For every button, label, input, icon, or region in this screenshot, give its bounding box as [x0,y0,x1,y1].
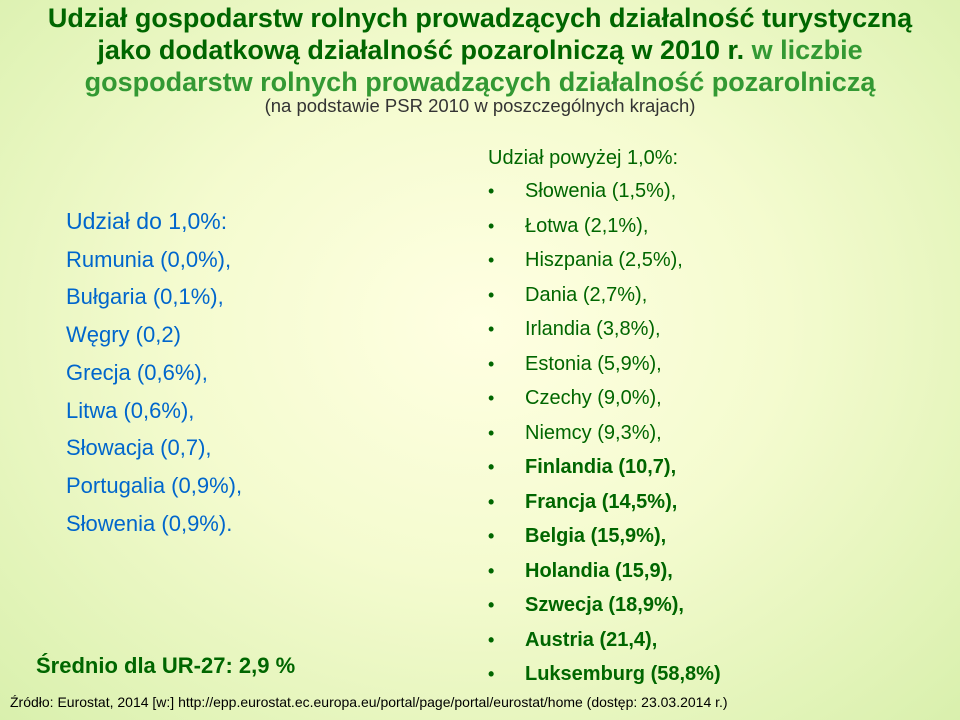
list-item: • Słowenia (1,5%), [488,174,721,209]
list-item: Węgry (0,2) [66,322,181,348]
list-item-label: Francja (14,5%), [525,490,678,513]
bullet-icon: • [488,388,495,408]
list-item-label: Niemcy (9,3%), [525,421,662,444]
source-note: Źródło: Eurostat, 2014 [w:] http://epp.e… [10,694,728,710]
bullet-icon: • [488,181,495,201]
bullet-icon: • [488,319,495,339]
list-item-label: Szwecja (18,9%), [525,594,684,616]
list-item: Słowenia (0,9%). [66,510,233,536]
list-item-label: Łotwa (2,1%), [525,214,649,237]
list-item: Rumunia (0,0%), [66,246,232,272]
list-item: • Irlandia (3,8%), [488,312,721,347]
list-item: • Szwecja (18,9%), [488,588,721,623]
list-item: Portugalia (0,9%), [66,472,243,498]
list-item: • Czechy (9,0%), [488,381,721,416]
bullet-icon: • [488,422,495,443]
list-item: • Łotwa (2,1%), [488,209,721,244]
list-item-label: Słowenia (1,5%), [525,180,677,202]
title-continuation: w liczbie gospodarstw rolnych prowadzący… [84,35,876,97]
list-item: Grecja (0,6%), [66,359,208,385]
slide-subtitle: (na podstawie PSR 2010 w poszczególnych … [264,95,696,116]
left-column: Udział do 1,0%: Rumunia (0,0%), Bułgaria… [66,203,242,542]
list-item-label: Czechy (9,0%), [525,387,662,409]
list-item-label: Finlandia (10,7), [525,456,677,478]
bullet-icon: • [488,664,495,684]
bullet-icon: • [488,353,495,374]
bullet-icon: • [488,457,495,477]
list-item: • Dania (2,7%), [488,278,721,313]
bullet-icon: • [488,629,495,650]
list-item: • Hiszpania (2,5%), [488,243,721,278]
right-heading: Udział powyżej 1,0%: [488,147,679,169]
list-item: Słowacja (0,7), [66,435,212,461]
list-item-label: Estonia (5,9%), [525,352,662,375]
bullet-icon: • [488,491,495,512]
list-item-label: Hiszpania (2,5%), [525,249,683,271]
list-item: Litwa (0,6%), [66,397,195,423]
bullet-icon: • [488,215,495,236]
list-item-label: Austria (21,4), [525,628,658,651]
list-item: Bułgaria (0,1%), [66,284,224,310]
list-item-label: Belgia (15,9%), [525,525,667,547]
bullet-icon: • [488,595,495,615]
list-item: • Austria (21,4), [488,623,721,658]
title-main: Udział gospodarstw rolnych prowadzących … [47,3,913,65]
high-share-list: • Słowenia (1,5%), • Łotwa (2,1%), • Hiszpa… [488,174,721,692]
list-item: • Luksemburg (58,8%) [488,657,721,692]
bullet-icon: • [488,250,495,270]
list-item: • Estonia (5,9%), [488,347,721,382]
list-item-label: Dania (2,7%), [525,283,648,306]
list-item: • Holandia (15,9), [488,554,721,589]
right-column: Udział powyżej 1,0%: • Słowenia (1,5%), •… [488,142,721,692]
left-heading: Udział do 1,0%: [66,208,228,234]
list-item-label: Holandia (15,9), [525,559,673,582]
bullet-icon: • [488,284,495,305]
list-item: • Belgia (15,9%), [488,519,721,554]
list-item-label: Irlandia (3,8%), [525,318,661,340]
bullet-icon: • [488,526,495,546]
slide-title: Udział gospodarstw rolnych prowadzących … [20,2,940,98]
bullet-icon: • [488,560,495,581]
list-item: • Francja (14,5%), [488,485,721,520]
list-item: • Finlandia (10,7), [488,450,721,485]
list-item-label: Luksemburg (58,8%) [525,663,721,685]
low-share-list: Rumunia (0,0%), Bułgaria (0,1%), Węgry (… [66,241,242,543]
eu-average: Średnio dla UR-27: 2,9 % [36,653,296,678]
list-item: • Niemcy (9,3%), [488,416,721,451]
